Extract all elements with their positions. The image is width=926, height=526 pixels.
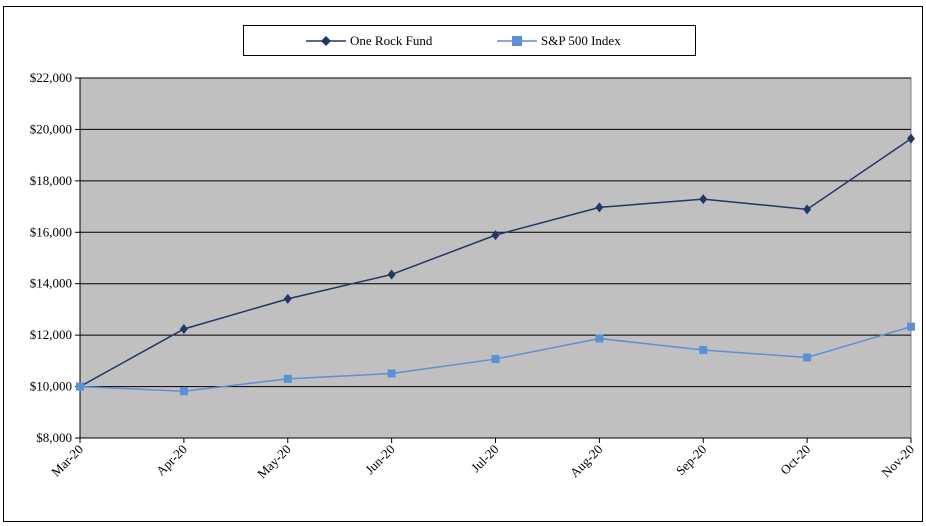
data-point-series-0 (491, 230, 500, 241)
legend-diamond-marker-icon (306, 36, 346, 46)
data-point-series-0 (179, 323, 188, 334)
y-tick-label: $16,000 (30, 224, 72, 239)
data-point-series-1 (803, 353, 812, 362)
series-layer (76, 133, 915, 396)
x-axis-ticks: Mar-20 Apr-20 May-20 Jun-20 Jul-20 Aug-20 Sep-… (48, 437, 917, 482)
x-tick-label: Oct-20 (777, 442, 813, 478)
x-tick-label: Sep-20 (673, 442, 710, 479)
legend-square-marker-icon (497, 36, 537, 46)
legend: One Rock Fund S&P 500 Index (243, 25, 696, 56)
data-point-series-1 (76, 382, 84, 391)
legend-item-one-rock-fund: One Rock Fund (306, 32, 432, 50)
y-tick-label: $20,000 (30, 121, 72, 136)
data-point-series-1 (179, 387, 188, 396)
y-tick-label: $8,000 (36, 430, 72, 445)
y-tick-label: $22,000 (30, 70, 72, 85)
data-point-series-1 (387, 369, 396, 378)
data-point-series-1 (595, 334, 604, 343)
data-point-series-1 (283, 374, 292, 383)
x-tick-label: Nov-20 (878, 442, 917, 481)
data-point-series-0 (283, 293, 292, 304)
y-tick-label: $14,000 (30, 276, 72, 291)
y-axis-ticks: $8,000 $10,000 $12,000 $14,000 $16,000 $18,00… (30, 70, 81, 445)
data-point-series-1 (699, 346, 708, 355)
legend-label-one-rock-fund: One Rock Fund (350, 33, 433, 48)
legend-label-sp500: S&P 500 Index (541, 33, 621, 48)
data-point-series-1 (907, 322, 915, 331)
data-point-series-0 (595, 202, 604, 213)
x-tick-label: Mar-20 (48, 442, 86, 480)
data-point-series-1 (491, 355, 500, 364)
y-tick-label: $10,000 (30, 379, 72, 394)
data-point-series-0 (907, 133, 915, 144)
x-tick-label: Jun-20 (362, 442, 398, 478)
x-tick-label: Apr-20 (153, 442, 190, 479)
data-point-series-0 (803, 204, 812, 215)
data-point-series-0 (699, 194, 708, 205)
x-tick-label: Aug-20 (567, 442, 606, 481)
x-tick-label: Jul-20 (468, 442, 502, 476)
plot-area (79, 77, 912, 439)
y-tick-label: $12,000 (30, 327, 72, 342)
y-tick-label: $18,000 (30, 173, 72, 188)
legend-item-sp500: S&P 500 Index (497, 32, 621, 50)
data-point-series-0 (387, 269, 396, 280)
x-tick-label: May-20 (254, 442, 294, 482)
